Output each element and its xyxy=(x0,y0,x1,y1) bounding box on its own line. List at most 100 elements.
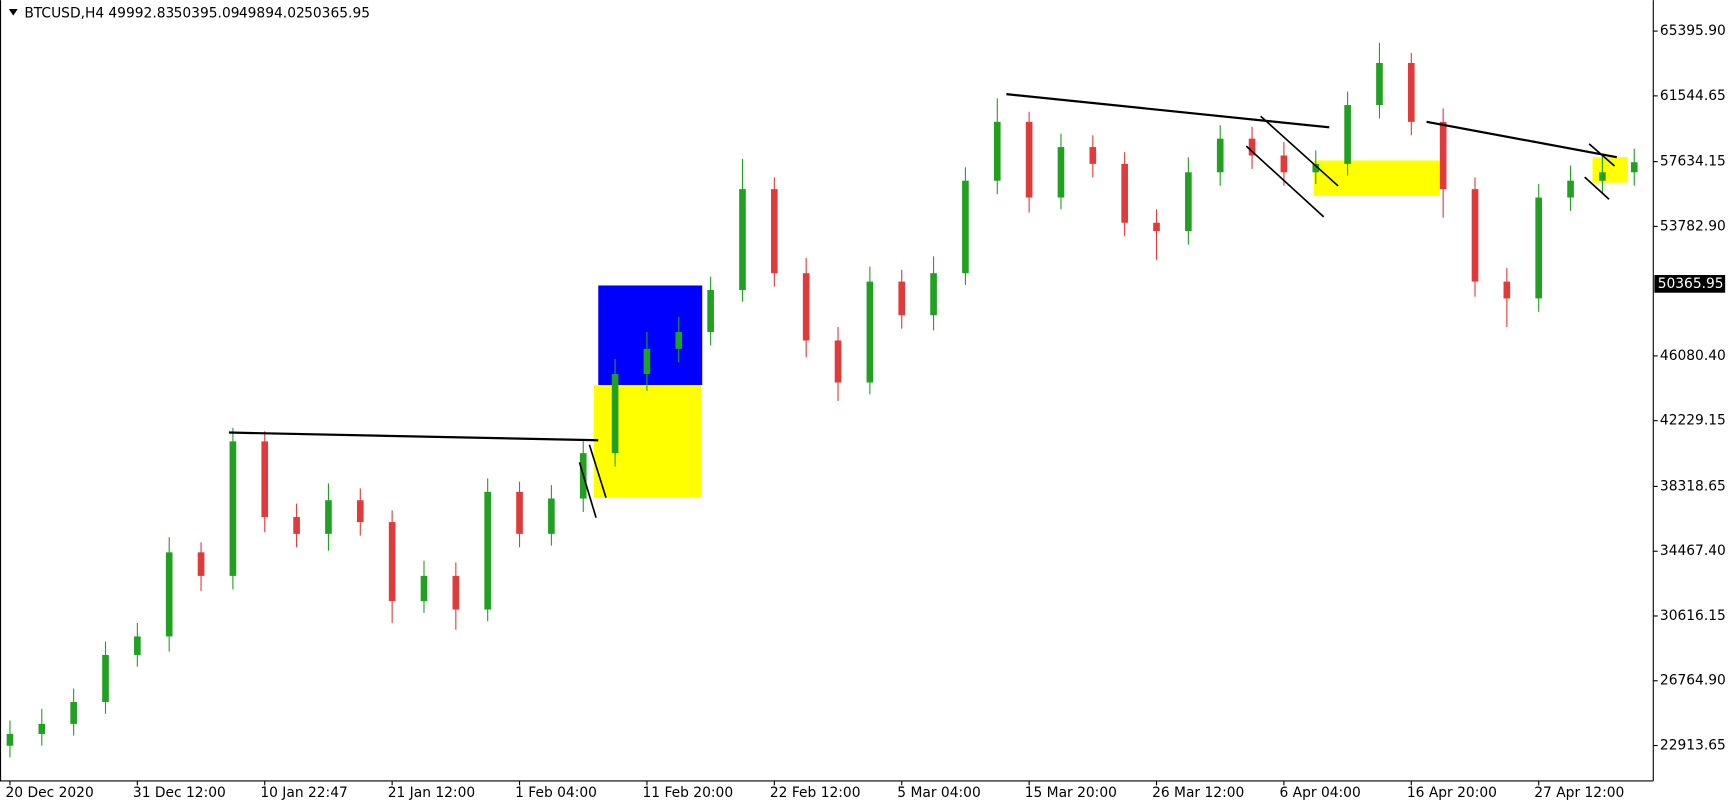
candle-body xyxy=(516,491,523,534)
candle-body xyxy=(420,575,428,602)
candle-body xyxy=(866,281,874,383)
candle-body xyxy=(1471,189,1479,282)
candle-body xyxy=(1248,138,1256,156)
candles xyxy=(6,42,1638,758)
candle-body xyxy=(38,723,46,734)
candle-body xyxy=(1630,162,1638,173)
candle-body xyxy=(1153,222,1160,232)
y-tick-label: 65395.90 xyxy=(1660,23,1726,39)
trend-line xyxy=(1260,115,1339,187)
y-tick-label: 30616.15 xyxy=(1660,608,1726,624)
candle-body xyxy=(102,654,109,703)
bar-close: 50365.95 xyxy=(304,5,370,21)
candle-body xyxy=(1439,121,1447,190)
candle-body xyxy=(802,273,810,341)
trend-line xyxy=(1588,143,1616,167)
candle-body xyxy=(1599,172,1606,181)
candle-body xyxy=(1280,155,1288,173)
candle-body xyxy=(643,348,651,375)
candle-body xyxy=(707,290,714,333)
current-price-label: 50365.95 xyxy=(1658,276,1724,292)
candle-body xyxy=(452,575,460,610)
x-tick-label: 31 Dec 12:00 xyxy=(133,785,226,801)
candle-body xyxy=(962,180,969,274)
candle-body xyxy=(1376,62,1383,106)
candle-body xyxy=(6,733,14,746)
bar-high: 50395.09 xyxy=(174,5,240,21)
candle-body xyxy=(675,332,683,349)
x-tick-label: 16 Apr 20:00 xyxy=(1407,785,1497,801)
trend-line xyxy=(1245,145,1325,218)
x-tick-label: 10 Jan 22:47 xyxy=(260,785,347,801)
candle-body xyxy=(834,340,842,383)
y-tick-label: 42229.15 xyxy=(1660,413,1726,429)
candle-body xyxy=(739,189,746,291)
y-tick-label: 26764.90 xyxy=(1660,673,1726,689)
candle-body xyxy=(898,281,906,316)
y-tick-label: 38318.65 xyxy=(1660,478,1726,494)
x-tick-label: 15 Mar 20:00 xyxy=(1025,785,1117,801)
candle-body xyxy=(1344,105,1351,164)
candle-body xyxy=(388,522,396,602)
candle-body xyxy=(1185,172,1192,232)
candle-body xyxy=(1121,163,1128,223)
candle-body xyxy=(1089,147,1097,164)
trend-line xyxy=(1006,93,1330,129)
candle-body xyxy=(1407,62,1415,122)
menu-triangle[interactable] xyxy=(8,8,18,16)
trend-line xyxy=(588,444,607,499)
candle-body xyxy=(611,374,619,454)
x-tick-label: 1 Feb 04:00 xyxy=(515,785,597,801)
candle-body xyxy=(325,500,332,534)
x-tick-label: 5 Mar 04:00 xyxy=(897,785,980,801)
x-tick-label: 6 Apr 04:00 xyxy=(1279,785,1360,801)
y-tick-label: 53782.90 xyxy=(1660,218,1726,234)
candle-body xyxy=(771,189,778,274)
drawings-lines xyxy=(228,93,1617,518)
candle-body xyxy=(1567,180,1574,198)
candle-body xyxy=(1503,281,1511,299)
candle-body xyxy=(930,273,937,316)
y-tick-label: 34467.40 xyxy=(1660,543,1726,559)
zone-yellow xyxy=(1313,160,1440,196)
candle-body xyxy=(993,121,1001,181)
candle-body xyxy=(70,702,77,724)
candle-body xyxy=(293,517,300,534)
x-tick-label: 22 Feb 12:00 xyxy=(770,785,861,801)
x-tick-label: 27 Apr 12:00 xyxy=(1534,785,1624,801)
candle-body xyxy=(165,552,173,637)
bar-open: 49992.83 xyxy=(108,5,174,21)
x-tick-label: 26 Mar 12:00 xyxy=(1152,785,1244,801)
candle-body xyxy=(484,491,492,610)
candle-body xyxy=(548,498,555,534)
zone-yellow xyxy=(593,384,702,498)
x-tick-label: 20 Dec 2020 xyxy=(6,785,94,801)
candle-body xyxy=(356,500,364,523)
current-price-box xyxy=(1654,275,1726,293)
bar-low: 49894.02 xyxy=(239,5,305,21)
drawings-zones xyxy=(593,157,1628,498)
x-tick-label: 21 Jan 12:00 xyxy=(388,785,475,801)
y-tick-label: 57634.15 xyxy=(1660,154,1726,170)
trend-line xyxy=(1584,176,1610,200)
candle-body xyxy=(229,441,237,576)
trend-line xyxy=(1426,120,1617,159)
candle-body xyxy=(134,636,141,655)
candle-body xyxy=(1057,147,1065,198)
y-tick-label: 61544.65 xyxy=(1660,88,1726,104)
candle-body xyxy=(1216,138,1224,173)
candle-body xyxy=(1025,121,1033,198)
y-tick-label: 46080.40 xyxy=(1660,348,1726,364)
candle-body xyxy=(261,441,269,518)
trend-line xyxy=(228,431,599,442)
candle-body xyxy=(1535,197,1543,299)
symbol-title: BTCUSD,H4 xyxy=(24,5,104,21)
x-tick-label: 11 Feb 20:00 xyxy=(643,785,734,801)
trend-line xyxy=(578,462,597,518)
candle-body xyxy=(197,552,205,576)
candle-body xyxy=(1312,163,1320,173)
y-tick-label: 22913.65 xyxy=(1660,738,1726,754)
